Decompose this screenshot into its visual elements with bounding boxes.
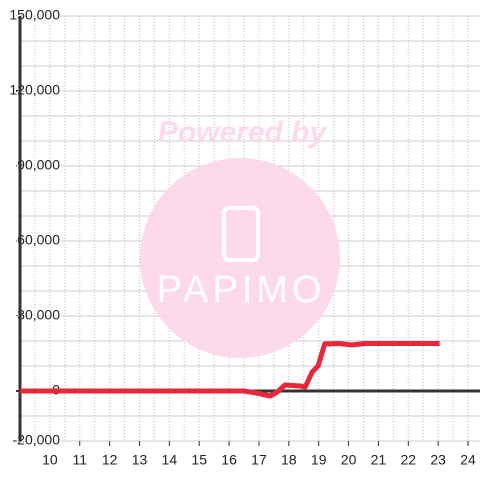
x-tick-label: 20	[341, 452, 357, 468]
x-tick-label: 16	[221, 452, 237, 468]
x-tick-label: 21	[371, 452, 387, 468]
x-tick-label: 11	[72, 452, 87, 468]
x-tick-label: 17	[251, 452, 267, 468]
watermark: Powered by PAPIMO	[140, 116, 340, 358]
data-line	[20, 341, 440, 399]
y-tick-label: 120,000	[9, 82, 60, 98]
x-tick-label: 12	[102, 452, 118, 468]
x-tick-label: 18	[281, 452, 297, 468]
x-tick-label: 19	[311, 452, 327, 468]
x-tick-label: 22	[401, 452, 417, 468]
watermark-text: PAPIMO	[157, 269, 326, 311]
x-tick-label: 10	[42, 452, 58, 468]
watermark-icon	[222, 206, 260, 262]
y-tick-label: 30,000	[17, 307, 60, 323]
watermark-text: Powered by	[158, 116, 328, 149]
x-tick-label: 13	[132, 452, 148, 468]
y-tick-label: -20,000	[13, 432, 61, 448]
x-tick-label: 14	[162, 452, 178, 468]
y-tick-label: 90,000	[17, 157, 60, 173]
x-tick-label: 23	[430, 452, 446, 468]
x-tick-label: 24	[460, 452, 476, 468]
y-tick-label: 150,000	[9, 7, 60, 23]
y-tick-label: 60,000	[17, 232, 60, 248]
x-tick-label: 15	[191, 452, 207, 468]
